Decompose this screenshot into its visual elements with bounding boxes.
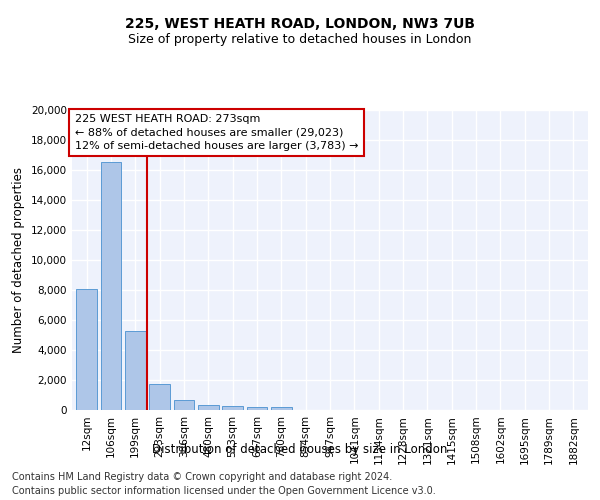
- Bar: [198, 405, 218, 410]
- Bar: [125, 330, 146, 410]
- Text: Size of property relative to detached houses in London: Size of property relative to detached ho…: [128, 32, 472, 46]
- Text: Distribution of detached houses by size in London: Distribution of detached houses by size …: [152, 442, 448, 456]
- Bar: [247, 407, 268, 410]
- Y-axis label: Number of detached properties: Number of detached properties: [13, 167, 25, 353]
- Text: 225 WEST HEATH ROAD: 273sqm
← 88% of detached houses are smaller (29,023)
12% of: 225 WEST HEATH ROAD: 273sqm ← 88% of det…: [74, 114, 358, 151]
- Text: Contains HM Land Registry data © Crown copyright and database right 2024.: Contains HM Land Registry data © Crown c…: [12, 472, 392, 482]
- Bar: [149, 384, 170, 410]
- Bar: [271, 408, 292, 410]
- Text: 225, WEST HEATH ROAD, LONDON, NW3 7UB: 225, WEST HEATH ROAD, LONDON, NW3 7UB: [125, 18, 475, 32]
- Text: Contains public sector information licensed under the Open Government Licence v3: Contains public sector information licen…: [12, 486, 436, 496]
- Bar: [76, 288, 97, 410]
- Bar: [222, 406, 243, 410]
- Bar: [173, 400, 194, 410]
- Bar: [101, 162, 121, 410]
